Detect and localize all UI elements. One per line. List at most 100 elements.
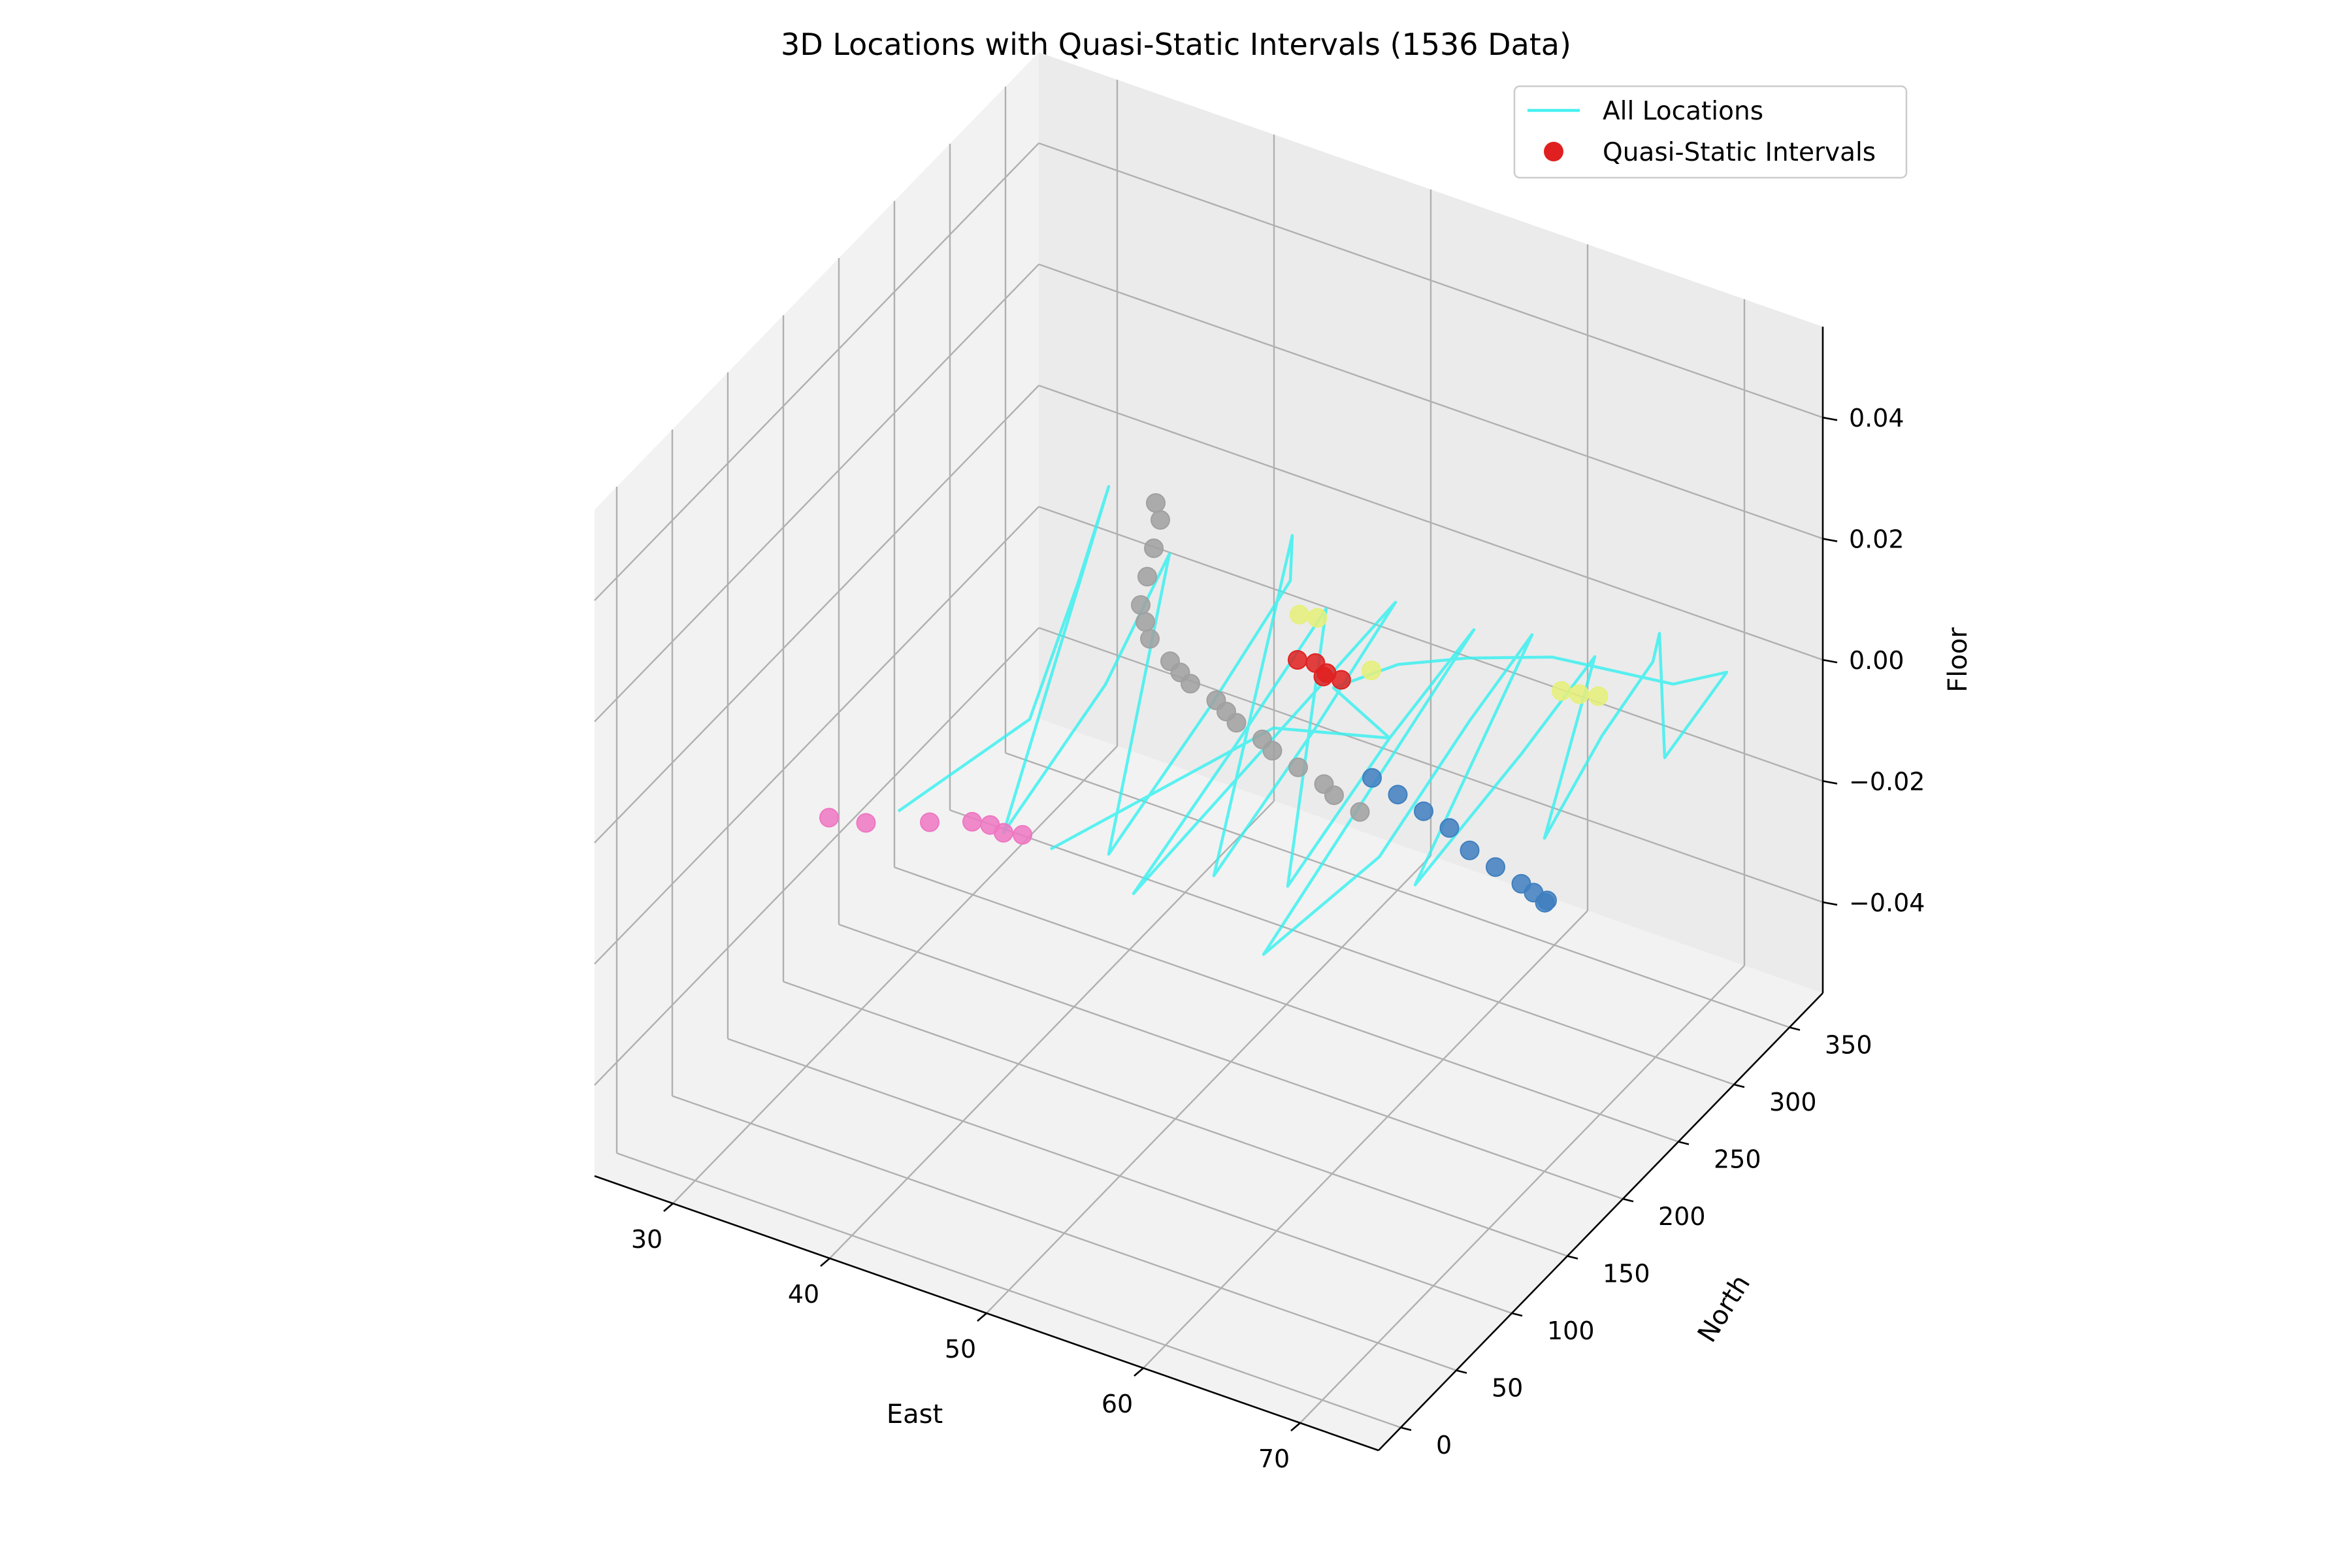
- grid-line-z-left: [594, 385, 1039, 843]
- y-tick-mark: [1511, 1312, 1523, 1317]
- quasi-static-point: [1388, 785, 1408, 805]
- quasi-static-point: [1460, 840, 1480, 860]
- z-tick-mark: [1822, 659, 1838, 664]
- x-tick-mark: [1134, 1367, 1144, 1377]
- y-tick-mark: [1456, 1369, 1467, 1374]
- quasi-static-point: [1013, 825, 1033, 845]
- x-tick-mark: [663, 1203, 674, 1212]
- y-tick-label: 300: [1769, 1088, 1817, 1117]
- grid-line-x-floor: [672, 745, 1118, 1204]
- quasi-static-point: [1144, 538, 1164, 559]
- y-axis-line: [1378, 992, 1823, 1451]
- legend-box: [1513, 85, 1908, 179]
- quasi-static-point: [920, 812, 939, 832]
- data-layer: [819, 485, 1729, 956]
- grid-line-x-floor: [1143, 910, 1588, 1369]
- x-tick-mark: [820, 1258, 830, 1267]
- x-tick-label: 40: [788, 1280, 819, 1309]
- y-tick-label: 100: [1547, 1316, 1595, 1345]
- legend-marker-swatch: [1544, 142, 1563, 161]
- quasi-static-point: [1151, 510, 1170, 530]
- y-tick-label: 50: [1492, 1374, 1523, 1403]
- grid-line-z-back: [1038, 142, 1823, 419]
- quasi-static-point: [819, 808, 839, 828]
- quasi-static-point: [1262, 741, 1282, 760]
- grid-line-x-floor: [829, 800, 1275, 1259]
- grid-line-y-floor: [1005, 752, 1790, 1028]
- grid-line-z-left: [594, 506, 1039, 965]
- y-tick-label: 150: [1603, 1260, 1650, 1288]
- axes: 30 40 50 60 70 0 50 100 150 200 250 300 350 0.04 0.02 0…: [594, 327, 1973, 1473]
- quasi-static-point: [1324, 785, 1344, 806]
- legend-entry-label: All Locations: [1603, 97, 1763, 126]
- quasi-static-point: [1569, 684, 1590, 704]
- x-tick-mark: [977, 1313, 987, 1322]
- quasi-static-point: [1486, 857, 1505, 877]
- z-tick-mark: [1822, 780, 1838, 785]
- quasi-static-point: [1362, 661, 1381, 681]
- grid-line-y-floor: [894, 866, 1679, 1143]
- quasi-static-point: [1439, 818, 1460, 838]
- quasi-static-point: [1414, 801, 1433, 821]
- grid-line-z-left: [594, 263, 1039, 723]
- quasi-static-point: [1537, 890, 1557, 911]
- grid-line-x-floor: [1299, 965, 1745, 1424]
- quasi-static-point: [1131, 595, 1151, 615]
- x-tick-label: 60: [1102, 1390, 1133, 1418]
- y-tick-label: 250: [1714, 1145, 1761, 1174]
- z-tick-label: 0.02: [1849, 525, 1904, 554]
- y-tick-mark: [1678, 1141, 1690, 1145]
- x-tick-mark: [1290, 1422, 1301, 1431]
- quasi-static-point: [1362, 768, 1382, 788]
- x-tick-label: 70: [1258, 1445, 1290, 1473]
- y-tick-mark: [1733, 1083, 1745, 1088]
- grid-line-z-left: [594, 627, 1039, 1086]
- quasi-static-point: [1588, 686, 1609, 706]
- y-tick-label: 0: [1436, 1431, 1452, 1460]
- grid-line-y-floor: [672, 1095, 1457, 1371]
- y-tick-mark: [1789, 1026, 1801, 1031]
- y-tick-mark: [1567, 1255, 1578, 1260]
- y-axis-label: North: [1692, 1269, 1756, 1347]
- quasi-static-point: [962, 811, 982, 832]
- legend: All Locations Quasi-Static Intervals: [1513, 85, 1908, 179]
- grid-line-y-floor: [616, 1152, 1401, 1429]
- y-tick-label: 200: [1658, 1202, 1706, 1231]
- quasi-static-point: [1135, 612, 1155, 632]
- grid-line-y-floor: [727, 1037, 1512, 1315]
- y-tick-mark: [1400, 1426, 1412, 1431]
- quasi-static-point: [1307, 608, 1328, 628]
- grid-line-y-floor: [838, 923, 1624, 1200]
- z-tick-mark: [1822, 538, 1838, 542]
- grid-line-z-back: [1038, 263, 1823, 540]
- quasi-static-point: [1313, 666, 1333, 687]
- grid-line-z-back: [1038, 384, 1823, 661]
- grid-line-z-left: [594, 142, 1039, 601]
- z-tick-label: 0.00: [1849, 646, 1904, 675]
- quasi-static-point: [1331, 670, 1351, 690]
- grid-line-y-floor: [949, 809, 1735, 1086]
- quasi-static-point: [1552, 681, 1571, 701]
- quasi-static-point: [1226, 713, 1247, 733]
- z-axis-label: Floor: [1943, 627, 1973, 693]
- quasi-static-point: [1146, 493, 1166, 513]
- grid-line-y-floor: [783, 981, 1568, 1257]
- x-axis-label: East: [887, 1399, 943, 1429]
- quasi-static-point: [1288, 757, 1308, 777]
- chart-title: 3D Locations with Quasi-Static Intervals…: [781, 27, 1571, 62]
- grid-line-x-floor: [986, 855, 1431, 1314]
- quasi-static-point: [1137, 566, 1157, 587]
- z-tick-label: 0.04: [1849, 404, 1904, 433]
- x-tick-label: 30: [631, 1225, 662, 1254]
- z-tick-label: −0.02: [1849, 767, 1925, 796]
- quasi-static-point: [1290, 604, 1309, 625]
- quasi-static-point: [1350, 802, 1370, 822]
- y-tick-mark: [1622, 1198, 1634, 1203]
- z-tick-mark: [1822, 416, 1838, 421]
- quasi-static-point: [1181, 674, 1200, 694]
- legend-entry-label: Quasi-Static Intervals: [1603, 138, 1876, 167]
- quasi-static-point: [856, 813, 876, 833]
- grid-line-z-back: [1038, 627, 1823, 904]
- quasi-static-point: [1140, 629, 1160, 649]
